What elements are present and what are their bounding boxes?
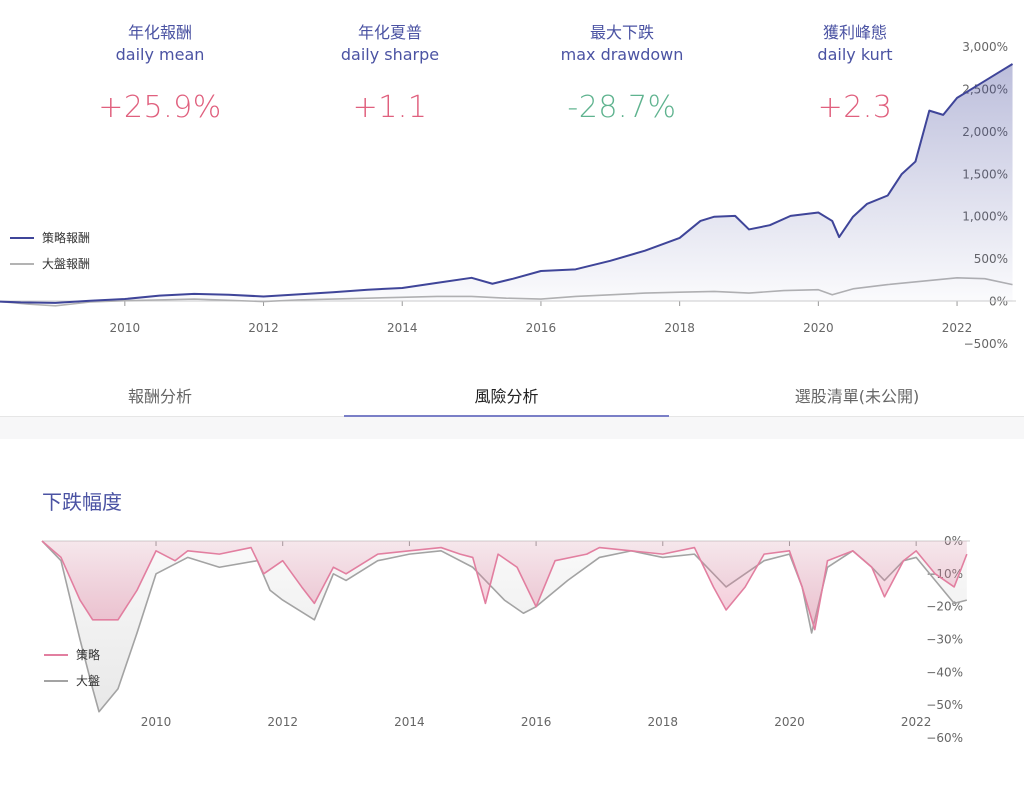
cumulative-return-chart: 3,000%2,500%2,000%1,500%1,000%500%0%−500…: [0, 40, 1016, 351]
stat-label-zh: 獲利峰態: [822, 23, 887, 42]
section-divider: [0, 417, 1024, 439]
tab-returns[interactable]: 報酬分析: [127, 387, 192, 406]
stat-value: +2.3: [817, 90, 893, 125]
x-tick-label: 2014: [387, 321, 418, 335]
section-title: 下跌幅度: [42, 490, 122, 514]
stat-max-drawdown: 最大下跌 max drawdown -28.7%: [522, 22, 722, 125]
x-tick-label: 2020: [803, 321, 834, 335]
stat-daily-mean: 年化報酬 daily mean +25.9%: [60, 22, 260, 125]
x-tick-label: 2012: [248, 321, 279, 335]
x-tick-label: 2016: [521, 715, 552, 729]
y-tick-label: −30%: [926, 633, 963, 647]
stat-label-en: daily sharpe: [340, 45, 440, 64]
y-tick-label: −50%: [926, 698, 963, 712]
stat-label-en: daily kurt: [817, 45, 893, 64]
y-tick-label: 3,000%: [962, 40, 1008, 54]
stat-value: +25.9%: [98, 90, 222, 125]
series-line-1: [41, 540, 968, 713]
series-area-0: [42, 541, 967, 630]
x-tick-label: 2018: [648, 715, 679, 729]
x-tick-label: 2014: [394, 715, 425, 729]
x-tick-label: 2020: [774, 715, 805, 729]
y-tick-label: −40%: [926, 665, 963, 679]
stat-label-zh: 年化夏普: [357, 23, 422, 42]
x-tick-label: 2012: [267, 715, 298, 729]
legend-label: 大盤報酬: [42, 257, 90, 271]
stat-daily-sharpe: 年化夏普 daily sharpe +1.1: [290, 22, 490, 125]
tab-bar: 報酬分析 風險分析 選股清單(未公開): [0, 372, 1024, 417]
legend-label: 大盤: [76, 674, 100, 688]
legend-label: 策略報酬: [42, 230, 90, 245]
y-tick-label: −60%: [926, 731, 963, 745]
stat-value: +1.1: [352, 90, 428, 125]
stat-daily-kurt: 獲利峰態 daily kurt +2.3: [755, 22, 955, 125]
stat-value: -28.7%: [567, 90, 677, 125]
x-tick-label: 2018: [664, 321, 695, 335]
x-tick-label: 2010: [141, 715, 172, 729]
series-line-0: [0, 63, 1014, 304]
stat-label-en: daily mean: [115, 45, 205, 64]
x-tick-label: 2010: [110, 321, 141, 335]
x-tick-label: 2022: [901, 715, 932, 729]
series-area-0: [0, 63, 1013, 303]
legend-label: 策略: [76, 647, 100, 662]
tab-risk[interactable]: 風險分析: [344, 372, 669, 417]
stat-label-zh: 年化報酬: [127, 23, 192, 42]
series-area-1: [42, 541, 967, 712]
x-tick-label: 2022: [942, 321, 973, 335]
series-line-0: [41, 540, 968, 631]
tab-picks[interactable]: 選股清單(未公開): [794, 387, 920, 406]
drawdown-chart: 0%−10%−20%−30%−40%−50%−60%20102012201420…: [41, 534, 970, 745]
y-tick-label: −500%: [964, 337, 1008, 351]
stat-label-zh: 最大下跌: [589, 23, 654, 42]
x-tick-label: 2016: [526, 321, 557, 335]
stat-label-en: max drawdown: [560, 45, 684, 64]
